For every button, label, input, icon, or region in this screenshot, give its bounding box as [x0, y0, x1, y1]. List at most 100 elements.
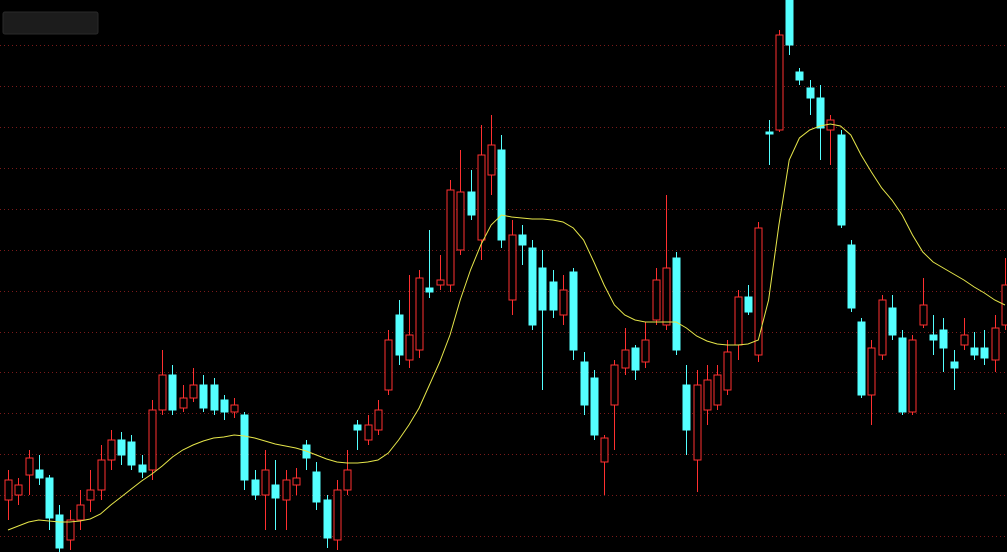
candle-body — [754, 227, 763, 356]
candle-body — [662, 267, 671, 326]
candle-body — [991, 327, 1000, 361]
candle-body — [179, 397, 188, 409]
candle-body — [723, 351, 732, 391]
candle-body — [960, 334, 969, 346]
candle-body — [220, 399, 229, 413]
candles — [4, 0, 1007, 552]
candle-body — [919, 304, 928, 326]
candle-body — [456, 191, 465, 251]
candle-body — [908, 339, 917, 413]
candle-body — [168, 374, 177, 411]
candle-body — [590, 377, 599, 436]
candle-body — [251, 479, 260, 496]
candle-body — [518, 234, 527, 246]
candle-body — [45, 477, 54, 519]
candle-body — [559, 289, 568, 316]
candle-body — [816, 97, 825, 129]
candle-body — [610, 364, 619, 406]
candle-body — [682, 384, 691, 431]
candle-body — [693, 384, 702, 461]
candle-body — [425, 287, 434, 293]
candle-body — [847, 244, 856, 309]
candle-body — [261, 469, 270, 496]
candle-body — [487, 144, 496, 176]
candle-body — [86, 489, 95, 501]
candle-body — [312, 471, 321, 503]
candle-body — [775, 34, 784, 131]
indicator-box — [2, 11, 99, 35]
candle-body — [580, 361, 589, 406]
candle-body — [713, 374, 722, 406]
candle-body — [353, 424, 362, 431]
candle-body — [867, 347, 876, 396]
candle-body — [734, 296, 743, 346]
candle-body — [364, 424, 373, 441]
candle-body — [148, 409, 157, 471]
candle-body — [292, 477, 301, 486]
candle-body — [343, 469, 352, 491]
candle-body — [35, 469, 44, 479]
candle-body — [55, 514, 64, 549]
candle-body — [878, 299, 887, 356]
candle-body — [857, 321, 866, 396]
candle-body — [744, 296, 753, 313]
candle-body — [497, 149, 506, 241]
candle-body — [703, 379, 712, 411]
candle-body — [888, 307, 897, 336]
candle-body — [600, 437, 609, 463]
candle-body — [374, 409, 383, 431]
candle-body — [436, 279, 445, 286]
candle-body — [806, 87, 815, 99]
candle-body — [538, 267, 547, 311]
candle-body — [4, 479, 13, 501]
candle-body — [569, 271, 578, 351]
candle-body — [415, 277, 424, 351]
candle-body — [477, 154, 486, 241]
candle-body — [76, 504, 85, 521]
lines — [7, 123, 1006, 531]
candle-body — [282, 479, 291, 501]
candle-body — [107, 439, 116, 461]
candle-body — [950, 361, 959, 369]
candle-body — [631, 347, 640, 371]
candle-body — [446, 189, 455, 286]
candle-body — [97, 459, 106, 491]
candle-body — [508, 234, 517, 301]
candle-body — [970, 347, 979, 356]
candle-body — [384, 339, 393, 391]
candle-body — [467, 191, 476, 216]
candle-body — [549, 281, 558, 311]
candle-body — [210, 384, 219, 411]
candle-body — [528, 247, 537, 326]
candle-body — [980, 347, 989, 359]
candle-body — [621, 349, 630, 369]
candle-body — [127, 441, 136, 466]
candle-body — [641, 339, 650, 363]
candle-body — [271, 484, 280, 499]
candle-body — [395, 314, 404, 356]
candle-body — [117, 439, 126, 456]
candle-body — [230, 404, 239, 413]
candle-body — [785, 0, 794, 46]
candle-body — [333, 489, 342, 541]
candle-body — [405, 334, 414, 361]
candle-body — [795, 71, 804, 81]
moving-average-line — [7, 123, 1006, 531]
candle-body — [939, 329, 948, 349]
candle-body — [25, 457, 34, 476]
candle-body — [240, 414, 249, 481]
candle-body — [189, 384, 198, 399]
candle-body — [199, 384, 208, 409]
candle-body — [765, 131, 774, 135]
candle-body — [837, 134, 846, 226]
candle-body — [672, 257, 681, 351]
candle-body — [323, 499, 332, 539]
candle-body — [929, 334, 938, 341]
candle-body — [66, 519, 75, 541]
candle-body — [138, 464, 147, 473]
candle-body — [158, 374, 167, 411]
candle-body — [898, 337, 907, 413]
